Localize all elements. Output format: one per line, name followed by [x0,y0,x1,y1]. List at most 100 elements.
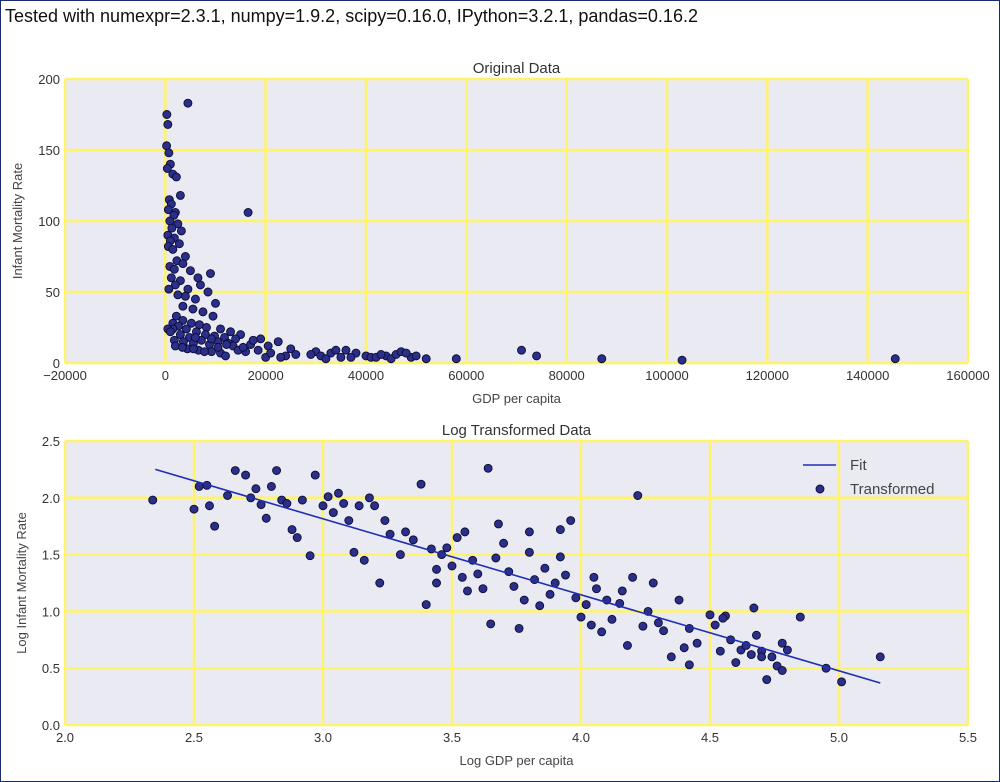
x-tick-label: 4.0 [572,730,590,745]
data-point [705,610,715,620]
data-point [163,119,173,129]
data-point [370,501,380,511]
data-point [178,315,188,325]
data-point [442,543,452,553]
data-point [659,626,669,636]
y-tick-label: 1.5 [42,548,60,563]
data-point [321,354,331,364]
data-point [586,620,596,630]
x-tick-label: 120000 [746,368,789,383]
data-point [478,584,488,594]
y-axis-label: Infant Mortality Rate [10,163,25,279]
data-point [493,519,503,529]
data-point [555,525,565,535]
data-point [890,354,900,364]
data-point [447,561,457,571]
data-point [170,280,180,290]
y-tick-label: 1.0 [42,604,60,619]
data-point [292,533,302,543]
data-point [226,327,236,337]
data-point [190,332,200,342]
data-point [767,652,777,662]
data-point [282,499,292,508]
data-point [230,466,240,475]
x-tick-label: 100000 [645,368,688,383]
data-point [171,172,181,182]
data-point [354,501,364,511]
fit-line-group [155,468,881,684]
data-point [305,551,315,561]
data-point [178,301,188,311]
data-point [323,492,333,502]
data-point [576,612,586,622]
data-point [731,658,741,667]
y-axis-label: Log Infant Mortality Rate [14,512,29,654]
data-point [555,552,565,562]
x-tick-labels: −20000 0 20000 40000 60000 80000 100000 120000 1… [43,368,990,383]
x-tick-label: 3.5 [443,730,461,745]
data-point [200,347,209,357]
data-point [174,239,184,249]
data-point [164,284,174,294]
x-tick-label: 4.5 [701,730,719,745]
data-point [297,495,307,505]
data-point [607,614,617,624]
data-point [463,586,472,596]
data-point [248,335,258,345]
plot-title: Original Data [473,60,561,77]
data-point [483,463,493,473]
data-point [777,638,787,648]
data-point [180,291,190,301]
data-point [253,345,263,355]
data-point [421,354,431,364]
x-tick-label: 5.0 [830,730,848,745]
data-point [648,578,658,588]
data-point [628,572,638,582]
data-point [291,350,301,359]
data-point [190,294,200,304]
data-point [718,613,728,623]
data-point [213,342,223,352]
data-point [195,280,205,290]
data-point [364,493,374,503]
data-point [532,351,542,361]
data-point [223,491,232,500]
data-point [545,589,555,599]
data-point [751,630,761,640]
data-point [519,595,529,605]
data-point [452,533,462,543]
data-point [266,348,276,358]
data-point [517,345,526,355]
data-point [782,645,792,655]
data-point [401,527,411,537]
gridlines [63,439,970,727]
legend-transformed-swatch [815,484,825,494]
fit-line [155,468,881,684]
data-point [206,269,215,278]
data-point [592,584,601,594]
data-point [344,516,354,525]
data-point [416,479,426,489]
original-data-plot: −20000 0 20000 40000 60000 80000 100000 120000 1… [10,60,990,406]
data-point [173,219,183,229]
data-point [411,351,421,361]
legend: Fit Transformed [803,457,934,498]
data-point [692,638,702,648]
data-point [509,581,519,591]
data-point [597,627,607,637]
x-tick-label: 2.5 [185,730,203,745]
data-point [341,345,351,355]
data-point [684,660,694,670]
data-point [408,535,418,545]
data-point [328,508,338,518]
data-point [251,484,261,494]
data-point [566,516,576,525]
data-point [540,563,550,573]
data-point [185,266,195,276]
data-point [216,324,225,334]
x-tick-label: 160000 [946,368,989,383]
data-point [189,504,199,514]
data-point [346,352,356,362]
x-tick-labels: 2.0 2.5 3.0 3.5 4.0 4.5 5.0 5.5 [56,730,977,745]
